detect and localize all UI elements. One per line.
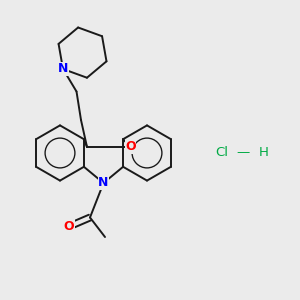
Text: N: N	[58, 62, 68, 76]
Text: Cl: Cl	[215, 146, 229, 160]
Text: O: O	[125, 140, 136, 154]
Text: H: H	[259, 146, 269, 160]
Text: N: N	[98, 176, 109, 190]
Text: O: O	[64, 220, 74, 233]
Text: —: —	[236, 146, 250, 160]
